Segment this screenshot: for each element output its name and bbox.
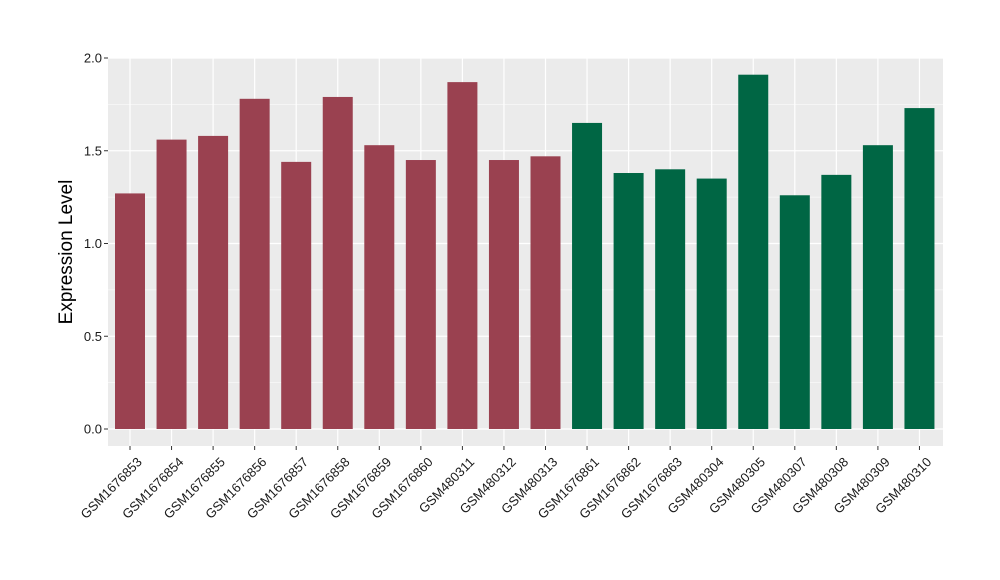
bar-gsm1676862 xyxy=(613,173,644,429)
bar-gsm1676856 xyxy=(239,98,270,429)
y-tick-label: 1.5 xyxy=(84,143,102,158)
bar-gsm480305 xyxy=(738,74,769,429)
y-tick-label: 0.0 xyxy=(84,422,102,437)
bar-gsm1676857 xyxy=(281,161,312,429)
bar-gsm1676863 xyxy=(655,169,686,430)
y-axis: 0.0 0.5 1.0 1.5 2.0 xyxy=(84,51,108,437)
bar-gsm1676854 xyxy=(156,139,187,429)
y-tick-label: 0.5 xyxy=(84,329,102,344)
bar-gsm480312 xyxy=(488,160,519,429)
bar-gsm1676861 xyxy=(572,122,603,430)
bar-gsm1676858 xyxy=(322,96,353,429)
bar-gsm480311 xyxy=(447,82,478,430)
bar-gsm1676860 xyxy=(405,160,436,429)
bars xyxy=(115,74,935,430)
bar-gsm480310 xyxy=(904,108,935,430)
y-tick-label: 1.0 xyxy=(84,236,102,251)
y-tick-label: 2.0 xyxy=(84,51,102,66)
bar-gsm480308 xyxy=(821,174,852,429)
y-axis-title: Expression Level xyxy=(56,180,77,325)
plot-panel xyxy=(108,58,943,446)
bar-gsm480309 xyxy=(862,145,893,429)
bar-gsm480304 xyxy=(696,178,727,429)
bar-gsm1676853 xyxy=(115,193,145,429)
bar-gsm1676859 xyxy=(364,145,395,429)
bar-gsm480307 xyxy=(779,195,810,429)
bar-gsm1676855 xyxy=(198,135,229,429)
x-axis: GSM1676853GSM1676854GSM1676855GSM1676856… xyxy=(78,446,934,522)
bar-gsm480313 xyxy=(530,156,561,429)
